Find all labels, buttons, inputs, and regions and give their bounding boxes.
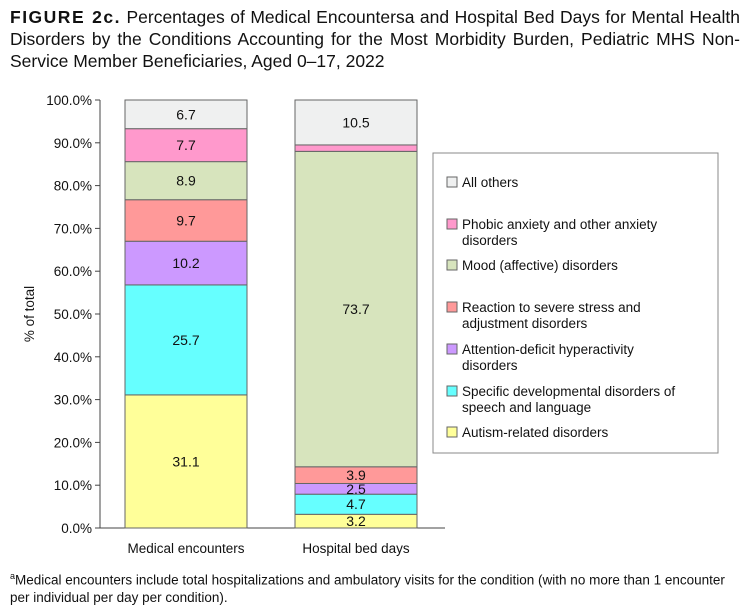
legend-label: Reaction to severe stress and adjustment … — [462, 300, 641, 331]
y-tick-label: 10.0% — [54, 478, 92, 493]
data-label: 3.2 — [346, 513, 366, 529]
legend-swatch — [446, 301, 458, 313]
data-label: 8.9 — [176, 173, 196, 189]
figure-label: FIGURE 2c. — [10, 7, 121, 27]
data-label: 4.7 — [346, 496, 366, 512]
y-tick-label: 100.0% — [46, 93, 92, 108]
legend-swatch — [446, 218, 458, 230]
bar-segment — [124, 240, 248, 286]
legend-label: Attention-deficit hyperactivity disorders — [462, 342, 634, 373]
data-label: 7.7 — [176, 137, 196, 153]
bar-segment — [124, 284, 248, 396]
legend-label: Specific developmental disorders of speec… — [462, 384, 675, 415]
bar-segment — [124, 99, 248, 130]
data-label: 3.9 — [346, 467, 366, 483]
data-label: 31.1 — [172, 453, 199, 469]
footnote-text: Medical encounters include total hospita… — [10, 572, 725, 605]
data-label: 73.7 — [342, 301, 369, 317]
y-tick-label: 0.0% — [61, 521, 92, 536]
figure-title: FIGURE 2c. Percentages of Medical Encoun… — [10, 6, 740, 72]
data-label: 2.5 — [346, 481, 366, 497]
legend-label: Phobic anxiety and other anxiety disorder… — [462, 217, 657, 248]
data-label: 10.5 — [342, 114, 369, 130]
legend-label: Autism-related disorders — [462, 425, 609, 440]
data-label: 9.7 — [176, 212, 196, 228]
legend-swatch — [446, 426, 458, 438]
legend-swatch — [446, 176, 458, 188]
legend-swatch — [446, 259, 458, 271]
figure-title-text: Percentages of Medical Encountersa and H… — [10, 7, 740, 71]
y-tick-label: 70.0% — [54, 221, 92, 236]
y-tick-label: 90.0% — [54, 136, 92, 151]
y-axis-label: % of total — [22, 286, 37, 342]
bar-segment — [294, 144, 418, 152]
x-tick-label: Medical encounters — [127, 541, 244, 556]
y-tick-label: 20.0% — [54, 435, 92, 450]
y-tick-label: 80.0% — [54, 179, 92, 194]
x-tick-label: Hospital bed days — [302, 541, 410, 556]
bar-segment — [124, 394, 248, 529]
legend-swatch — [446, 385, 458, 397]
y-tick-label: 40.0% — [54, 350, 92, 365]
data-label: 6.7 — [176, 106, 196, 122]
legend-label: Mood (affective) disorders — [462, 258, 618, 273]
y-tick-label: 60.0% — [54, 264, 92, 279]
data-label: 25.7 — [172, 332, 199, 348]
footnote: aMedical encounters include total hospit… — [10, 568, 740, 606]
footnote-marker: a — [10, 571, 16, 581]
bar-segment — [294, 150, 418, 468]
data-label: 10.2 — [172, 255, 199, 271]
legend-label: All others — [462, 175, 519, 190]
y-tick-label: 50.0% — [54, 307, 92, 322]
y-tick-label: 30.0% — [54, 393, 92, 408]
bar-segment — [294, 99, 418, 146]
legend-swatch — [446, 343, 458, 355]
legend-box — [432, 152, 719, 454]
